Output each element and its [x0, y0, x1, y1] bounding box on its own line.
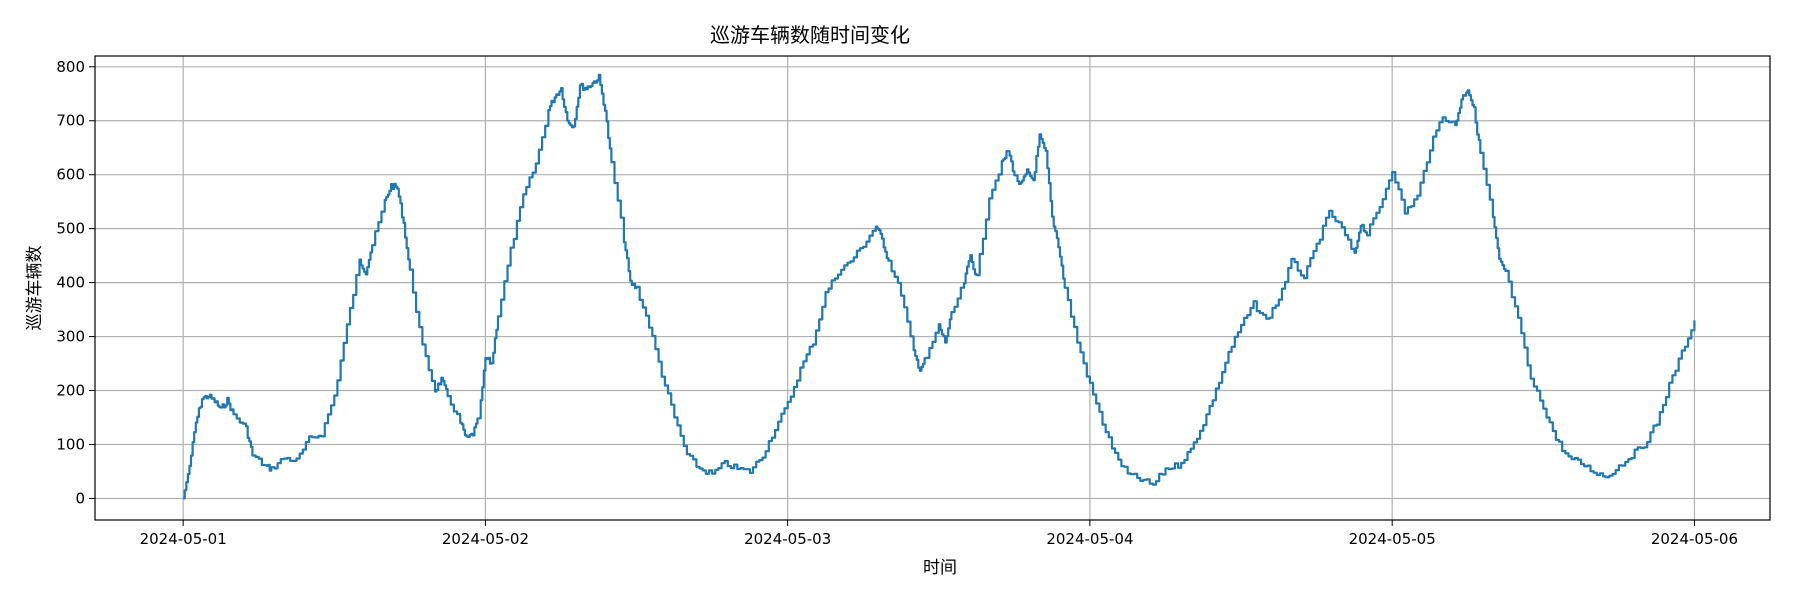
series-layer — [183, 73, 1696, 500]
y-tick-label: 700 — [56, 112, 85, 130]
grid — [95, 56, 1770, 520]
x-tick-label: 2024-05-04 — [1046, 530, 1133, 548]
y-tick-label: 100 — [56, 435, 85, 453]
y-axis-label: 巡游车辆数 — [25, 246, 45, 331]
y-tick-label: 0 — [75, 489, 85, 507]
x-tick-label: 2024-05-02 — [442, 530, 529, 548]
series-line — [183, 73, 1696, 500]
y-tick-label: 800 — [56, 58, 85, 76]
y-tick-label: 200 — [56, 382, 85, 400]
y-axis: 0 100 200 300 400 500 600 700 800 — [56, 58, 95, 507]
x-axis: 2024-05-01 2024-05-02 2024-05-03 2024-05-04… — [140, 520, 1738, 548]
chart-title: 巡游车辆数随时间变化 — [710, 23, 910, 47]
x-tick-label: 2024-05-05 — [1349, 530, 1436, 548]
plot-frame — [94, 55, 1771, 521]
y-tick-label: 500 — [56, 220, 85, 238]
x-axis-label: 时间 — [923, 558, 957, 578]
x-tick-label: 2024-05-06 — [1651, 530, 1738, 548]
x-tick-label: 2024-05-01 — [140, 530, 227, 548]
x-tick-label: 2024-05-03 — [744, 530, 831, 548]
y-tick-label: 300 — [56, 328, 85, 346]
y-tick-label: 400 — [56, 274, 85, 292]
y-tick-label: 600 — [56, 166, 85, 184]
